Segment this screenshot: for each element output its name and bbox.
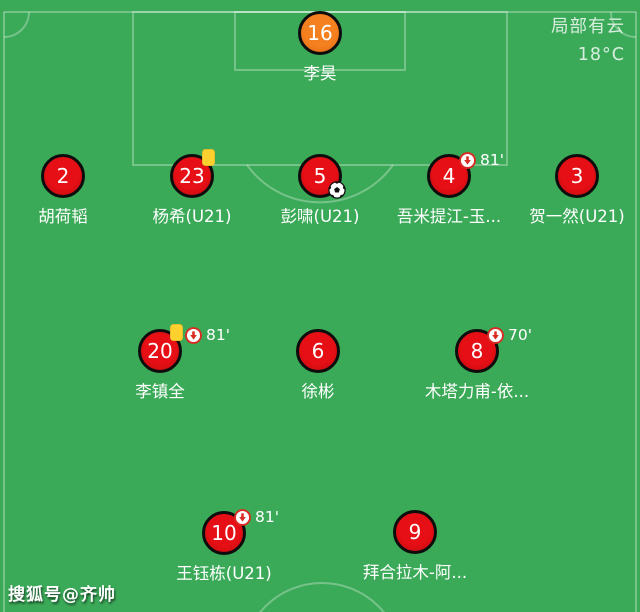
player-shirt-circle[interactable]: 6 <box>296 329 340 373</box>
player-number: 3 <box>570 164 584 188</box>
player-badges: 81' <box>170 324 230 345</box>
player-number: 4 <box>442 164 456 188</box>
player-number: 2 <box>56 164 70 188</box>
corner-arc-left <box>3 11 30 38</box>
player-number: 8 <box>470 339 484 363</box>
weather-condition: 局部有云 <box>551 17 625 37</box>
player-number: 23 <box>179 164 205 188</box>
player-shirt-circle[interactable]: 5 <box>298 154 342 198</box>
player-name: 胡荷韬 <box>38 207 88 226</box>
player-name: 李昊 <box>303 64 337 83</box>
player-name: 木塔力甫-依... <box>424 382 530 401</box>
player-shirt-circle[interactable]: 2 <box>41 154 85 198</box>
player-badges: 70' <box>487 325 532 345</box>
player-shirt-circle[interactable]: 3 <box>555 154 599 198</box>
player-number: 9 <box>408 520 422 544</box>
substitution-off-icon <box>234 508 251 526</box>
weather-temperature: 18°C <box>577 45 625 66</box>
substitution-minute: 81' <box>206 326 230 344</box>
player-badges: 81' <box>459 150 504 170</box>
corner-arc-right <box>610 11 637 38</box>
substitution-minute: 81' <box>255 508 279 526</box>
player-name: 王钰栋(U21) <box>176 564 272 583</box>
substitution-off-icon <box>487 326 504 344</box>
player-badges <box>202 149 215 170</box>
player-badges: 81' <box>234 507 279 527</box>
substitution-minute: 81' <box>480 151 504 169</box>
player-number: 16 <box>307 21 333 45</box>
player-name: 徐彬 <box>301 382 335 401</box>
player-shirt-circle[interactable]: 16 <box>298 11 342 55</box>
player-number: 5 <box>313 164 327 188</box>
yellow-card-icon <box>202 149 215 166</box>
player-name: 李镇全 <box>135 382 185 401</box>
player-shirt-circle[interactable]: 10 <box>202 511 246 555</box>
player-name: 杨希(U21) <box>152 207 232 226</box>
player-name: 拜合拉木-阿... <box>362 563 468 582</box>
penalty-arc <box>246 164 394 204</box>
weather-widget: 局部有云 18°C <box>551 13 625 70</box>
player-number: 10 <box>211 521 237 545</box>
yellow-card-icon <box>170 324 183 341</box>
player-shirt-circle[interactable]: 9 <box>393 510 437 554</box>
substitution-off-icon <box>185 326 202 344</box>
substitution-minute: 70' <box>508 326 532 344</box>
player-name: 彭啸(U21) <box>280 207 360 226</box>
player-name: 吾米提江-玉... <box>396 207 502 226</box>
player-number: 6 <box>311 339 325 363</box>
player-name: 贺一然(U21) <box>529 207 625 226</box>
player-number: 20 <box>147 339 173 363</box>
center-circle <box>259 582 385 612</box>
watermark: 搜狐号@齐帅 <box>8 585 116 605</box>
substitution-off-icon <box>459 151 476 169</box>
goal-ball-icon <box>328 181 346 199</box>
